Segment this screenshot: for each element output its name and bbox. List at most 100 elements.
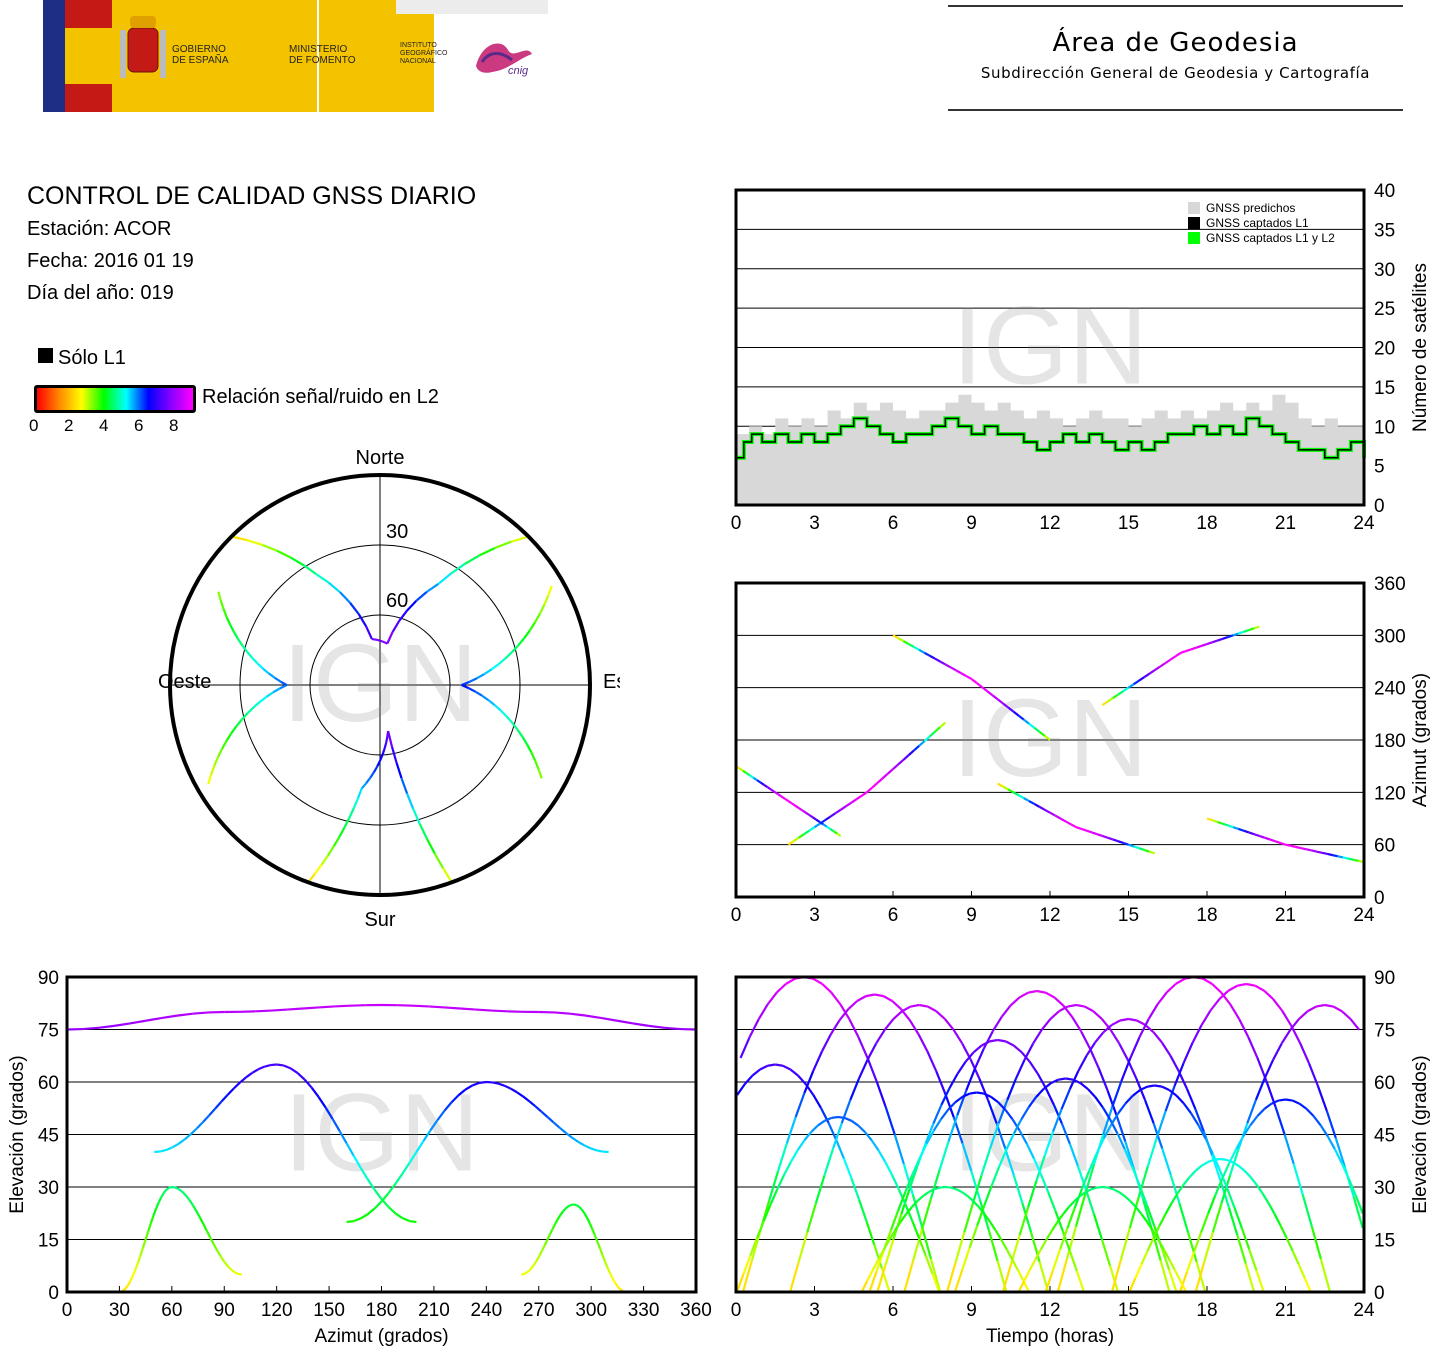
azimuth-track (1258, 834, 1265, 839)
elevation-azimuth-track (591, 1227, 596, 1236)
sky-track (511, 722, 519, 731)
elevation-time-track (1042, 1082, 1052, 1090)
elevation-time-track (1175, 977, 1186, 985)
az-y-tick: 120 (1374, 783, 1406, 804)
elevation-time-track (1128, 1196, 1140, 1229)
elevation-time-track (1021, 1202, 1033, 1233)
legend-entry: GNSS captados L1 (1206, 216, 1309, 230)
elevation-azimuth-track (409, 1219, 417, 1224)
elevation-time-track (821, 983, 833, 994)
elevation-time-track (1248, 1248, 1258, 1271)
elevation-time-track (860, 1280, 869, 1293)
elevation-time-track (1326, 1135, 1336, 1150)
elevation-time-track (1134, 1263, 1143, 1279)
report-title: CONTROL DE CALIDAD GNSS DIARIO (27, 182, 477, 210)
elevation-time-track (1207, 1158, 1215, 1163)
elevation-time-track (866, 1042, 878, 1061)
az-x-tick: 24 (1353, 905, 1375, 926)
elevation-azimuth-track (219, 1255, 226, 1263)
elevation-time-track (1240, 1227, 1251, 1250)
elevation-time-track (1120, 1057, 1132, 1082)
elevation-azimuth-track (331, 1118, 341, 1132)
azimuth-track (840, 805, 847, 811)
azimuth-track (1227, 824, 1234, 829)
elevation-azimuth-track (123, 1285, 129, 1291)
sky-track (494, 540, 512, 549)
elevation-time-track (892, 1010, 903, 1020)
elevation-time-track (954, 1232, 966, 1263)
sky-track (217, 748, 224, 758)
elevation-time-track (986, 1099, 998, 1124)
elevation-time-track (971, 1174, 983, 1204)
elevation-azimuth-track (172, 1142, 180, 1149)
sats-x-tick: 24 (1353, 513, 1375, 530)
elevation-time-track (928, 1188, 935, 1194)
elevation-time-track (1292, 1163, 1304, 1195)
elevation-time-track (1211, 1202, 1223, 1233)
elevation-time-track (1233, 1207, 1243, 1229)
snr-tick: 0 (29, 416, 39, 435)
elevation-time-track (832, 1122, 843, 1149)
elevation-azimuth-track (571, 1136, 579, 1143)
elevation-azimuth-track (444, 1006, 461, 1010)
elevation-azimuth-track (498, 1082, 506, 1087)
sky-track (437, 572, 452, 585)
azimuth-track (976, 682, 983, 688)
elaz-x-tick: 270 (523, 1300, 555, 1321)
elevation-time-track (1179, 1280, 1188, 1293)
elt-x-tick: 21 (1275, 1300, 1296, 1321)
azimuth-track (1007, 706, 1015, 713)
sky-track (272, 687, 281, 694)
elevation-time-track (835, 1139, 845, 1159)
azimuth-track (756, 779, 762, 784)
sky-track (505, 715, 514, 724)
elevation-azimuth-track (264, 1063, 271, 1068)
elevation-time-track (1249, 1176, 1258, 1186)
elevation-time-track (940, 1109, 950, 1120)
elevation-time-track (1283, 1134, 1295, 1165)
elevation-time-track (889, 1210, 900, 1231)
elevation-azimuth-track (598, 1247, 604, 1256)
elevation-time-track (1132, 1089, 1141, 1097)
sky-track (235, 718, 243, 727)
elevation-time-track (972, 1200, 980, 1208)
elevation-azimuth-track (422, 1129, 432, 1142)
sky-track (418, 823, 429, 840)
sky-track (387, 730, 394, 748)
elaz-x-tick: 300 (575, 1300, 607, 1321)
elevation-azimuth-track (491, 1009, 508, 1013)
azimuth-track (1086, 829, 1093, 834)
azimuth-track (784, 797, 789, 802)
elevation-azimuth-track (287, 1007, 303, 1011)
azimuth-track (1154, 665, 1161, 672)
elevation-time-track (1056, 1258, 1068, 1293)
elevation-time-track (1036, 1073, 1047, 1089)
az-frame (734, 581, 1366, 899)
elevation-time-track (947, 1114, 959, 1142)
azimuth-track (1248, 627, 1255, 632)
legend-swatch (1188, 202, 1200, 214)
elevation-time-track (1310, 1226, 1322, 1260)
az-x-tick: 0 (731, 905, 742, 926)
sky-track (468, 687, 476, 693)
azimuth-track (923, 735, 931, 742)
elevation-time-track (929, 1169, 941, 1200)
elevation-time-track (905, 1206, 913, 1215)
az-x-tick: 9 (966, 905, 977, 926)
elevation-azimuth-track (589, 1147, 597, 1152)
azimuth-track (1311, 849, 1318, 853)
azimuth-track (934, 726, 941, 733)
elevation-time-track (776, 1174, 786, 1190)
elevation-time-track (926, 1050, 938, 1072)
elevation-time-track (1110, 1112, 1120, 1126)
elevation-time-track (1164, 1202, 1173, 1215)
elevation-time-track (980, 1148, 992, 1176)
coat-of-arms-icon (120, 16, 166, 78)
elevation-time-track (1227, 984, 1238, 992)
elevation-azimuth-track (401, 1162, 411, 1175)
elevation-azimuth-track (522, 1095, 530, 1102)
elevation-azimuth-track (303, 1078, 313, 1089)
azimuth-track (1012, 791, 1020, 797)
elevation-azimuth-track (195, 1210, 201, 1218)
elevation-time-track (762, 1204, 772, 1222)
